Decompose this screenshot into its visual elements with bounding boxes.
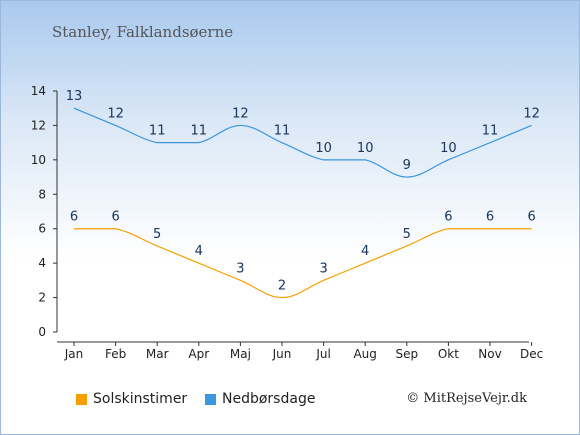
series-layer: 6 6 5 4 3 2 3 4 5 6 6 6 13 12 11 11 12 11 10 10 9 10 11 12 bbox=[66, 89, 540, 299]
legend-label-rain-days: Nedbørsdage bbox=[222, 391, 316, 407]
y-tick-label: 0 bbox=[38, 325, 46, 339]
x-tick-label: Feb bbox=[105, 347, 126, 361]
x-tick-label: Mar bbox=[146, 347, 169, 361]
data-label-sunshine: 4 bbox=[361, 244, 369, 259]
data-label-rain-days: 11 bbox=[274, 124, 291, 139]
data-label-sunshine: 6 bbox=[444, 210, 452, 225]
data-label-sunshine: 5 bbox=[403, 227, 411, 242]
data-label-rain-days: 12 bbox=[523, 106, 540, 121]
y-tick-label: 14 bbox=[31, 84, 46, 98]
x-tick-label: Dec bbox=[520, 347, 543, 361]
data-label-rain-days: 11 bbox=[191, 124, 208, 139]
x-tick-label: Jan bbox=[64, 347, 84, 361]
data-label-sunshine: 6 bbox=[111, 210, 119, 225]
y-tick-label: 12 bbox=[31, 118, 46, 132]
legend-swatch-rain-days bbox=[205, 393, 216, 405]
legend-item-sunshine: Solskinstimer bbox=[76, 391, 187, 407]
data-label-rain-days: 10 bbox=[440, 141, 457, 156]
y-tick-label: 10 bbox=[31, 153, 46, 167]
x-tick-label: Nov bbox=[478, 347, 501, 361]
data-label-rain-days: 11 bbox=[149, 124, 166, 139]
legend-item-rain-days: Nedbørsdage bbox=[205, 391, 315, 407]
series-line-rain-days bbox=[73, 107, 532, 178]
chart-title: Stanley, Falklandsøerne bbox=[52, 23, 234, 41]
x-tick-label: Apr bbox=[188, 347, 209, 361]
x-tick-label: Okt bbox=[438, 347, 459, 361]
data-label-rain-days: 12 bbox=[107, 106, 124, 121]
data-label-rain-days: 9 bbox=[403, 158, 411, 173]
x-tick-label: Sep bbox=[395, 347, 418, 361]
data-label-sunshine: 6 bbox=[70, 210, 78, 225]
y-tick-label: 8 bbox=[38, 187, 46, 201]
x-tick-label: Jul bbox=[315, 347, 330, 361]
x-tick-label: Aug bbox=[353, 347, 376, 361]
data-label-sunshine: 2 bbox=[278, 279, 286, 294]
data-label-rain-days: 13 bbox=[66, 89, 83, 104]
data-label-rain-days: 10 bbox=[315, 141, 332, 156]
data-label-sunshine: 3 bbox=[319, 261, 327, 276]
credit: © MitRejseVejr.dk bbox=[406, 391, 527, 406]
data-label-rain-days: 10 bbox=[357, 141, 374, 156]
x-tick-label: Jun bbox=[272, 347, 292, 361]
x-tick-label: Maj bbox=[230, 347, 251, 361]
series-line-sunshine bbox=[74, 228, 532, 299]
y-tick-label: 4 bbox=[38, 256, 46, 270]
data-label-sunshine: 4 bbox=[195, 244, 203, 259]
legend-label-sunshine: Solskinstimer bbox=[93, 391, 188, 407]
y-tick-label: 2 bbox=[38, 291, 46, 305]
data-label-sunshine: 6 bbox=[486, 210, 494, 225]
axes: 0 2 4 6 8 10 12 14 Jan Feb Mar Apr Maj Jun Jul Aug Sep Ok… bbox=[31, 84, 543, 361]
data-label-rain-days: 11 bbox=[482, 124, 499, 139]
legend-swatch-sunshine bbox=[76, 393, 87, 405]
data-label-sunshine: 6 bbox=[527, 210, 535, 225]
data-label-sunshine: 3 bbox=[236, 261, 244, 276]
data-label-sunshine: 5 bbox=[153, 227, 161, 242]
data-label-rain-days: 12 bbox=[232, 106, 249, 121]
y-tick-label: 6 bbox=[38, 222, 46, 236]
